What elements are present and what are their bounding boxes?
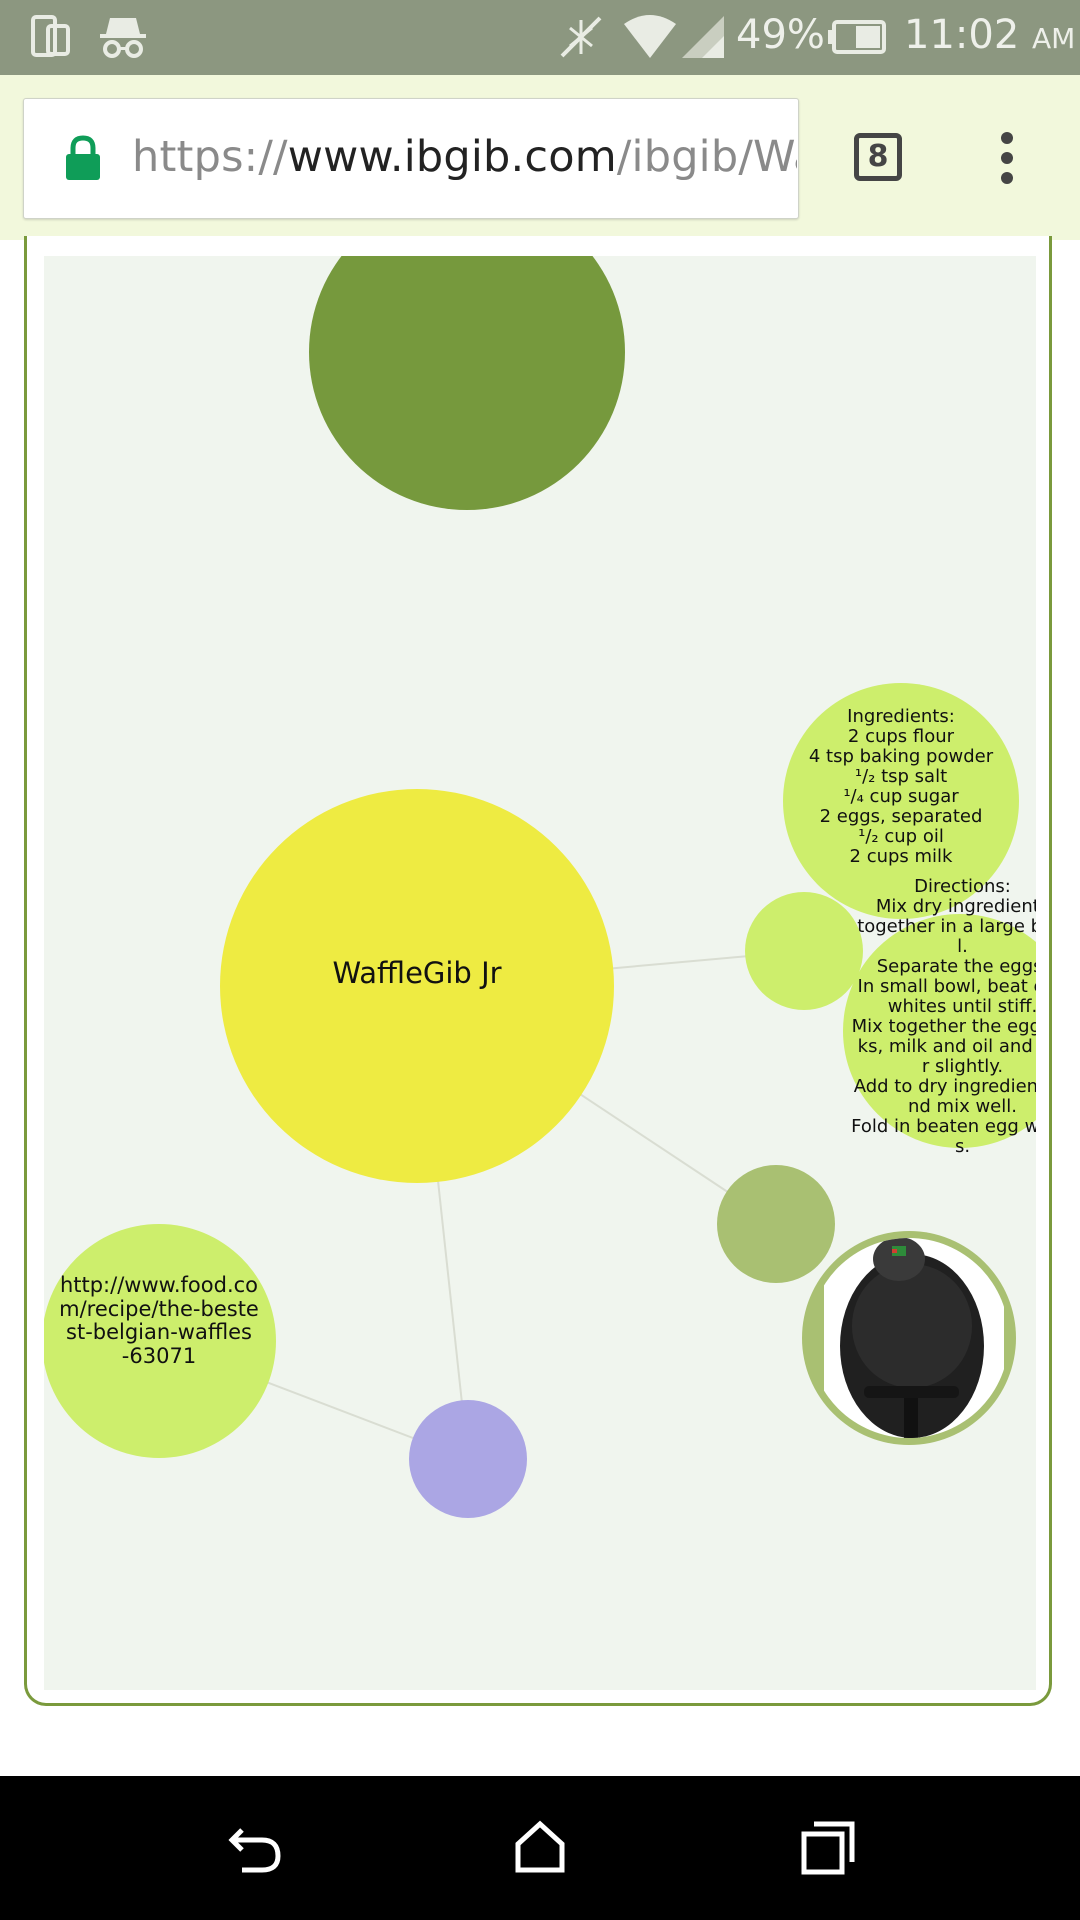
ingredients-line: ¹/₄ cup sugar xyxy=(843,786,959,807)
ingredients-line: 2 cups flour xyxy=(847,726,955,747)
recipe-link-line: -63071 xyxy=(121,1343,197,1368)
status-bar: 49% 11:02 AM xyxy=(0,0,1080,75)
recipe-link-line: st-belgian-waffles xyxy=(66,1320,252,1344)
clock: 11:02 AM xyxy=(904,12,1075,58)
ingredients-line: 2 cups milk xyxy=(849,846,953,867)
directions-line: Mix dry ingredients xyxy=(875,896,1036,917)
waffle-maker-image[interactable] xyxy=(824,1226,1004,1456)
url-node[interactable] xyxy=(44,1224,276,1458)
directions-line: Mix together the egg yol xyxy=(851,1016,1036,1037)
directions-node[interactable] xyxy=(843,914,1036,1148)
directions-line: Add to dry ingredients a xyxy=(853,1076,1036,1097)
overflow-menu-icon[interactable] xyxy=(1000,132,1014,184)
ingredients-line: Ingredients: xyxy=(847,706,955,727)
screen-cast-icon xyxy=(30,14,74,65)
nfc-off-icon xyxy=(556,14,606,65)
battery-icon xyxy=(828,14,888,65)
directions-text: Directions: Mix dry ingredients together i… xyxy=(850,877,1036,1157)
ingredients-node[interactable] xyxy=(783,683,1019,919)
ingredients-line: 4 tsp baking powder xyxy=(808,746,994,767)
address-bar[interactable]: https://www.ibgib.com/ibgib/Waffle xyxy=(23,98,799,219)
top-node[interactable] xyxy=(309,256,625,510)
directions-line: Fold in beaten egg white xyxy=(851,1116,1036,1137)
directions-line: whites until stiff. xyxy=(887,996,1036,1017)
ingredients-line: ¹/₂ tsp salt xyxy=(854,766,948,787)
url-domain: www.ibgib.com xyxy=(287,132,617,182)
url-text[interactable]: https://www.ibgib.com/ibgib/Waffle xyxy=(132,132,797,182)
graph-svg xyxy=(44,256,1036,1518)
browser-toolbar: https://www.ibgib.com/ibgib/Waffle 8 xyxy=(0,75,1080,240)
directions-line: l. xyxy=(957,936,968,957)
root-node[interactable] xyxy=(220,789,614,1183)
incognito-icon xyxy=(98,14,148,65)
clock-ampm: AM xyxy=(1032,22,1076,55)
recipe-link-line: m/recipe/the-beste xyxy=(59,1296,259,1321)
directions-line: ks, milk and oil and stir xyxy=(857,1036,1036,1057)
url-path: /ibgib/Waffle xyxy=(616,132,797,182)
ingredients-line: ¹/₂ cup oil xyxy=(858,826,944,847)
wifi-icon xyxy=(622,14,678,65)
lock-icon xyxy=(64,135,102,186)
home-icon[interactable] xyxy=(514,1820,566,1881)
back-icon[interactable] xyxy=(228,1820,284,1881)
directions-line: Directions: xyxy=(914,876,1011,897)
ibgib-node-small[interactable] xyxy=(745,892,863,1010)
clock-time: 11:02 xyxy=(904,12,1020,58)
directions-line: Separate the eggs. xyxy=(876,956,1036,977)
ibgib-node-purple[interactable] xyxy=(409,1400,527,1518)
directions-line: s. xyxy=(954,1136,971,1157)
battery-percent: 49% xyxy=(736,12,825,58)
signal-icon xyxy=(680,14,726,65)
recipe-link-line: http://www.food.co xyxy=(59,1273,259,1297)
url-scheme: https:// xyxy=(132,132,288,182)
directions-line: In small bowl, beat egg xyxy=(857,976,1036,997)
directions-line: r slightly. xyxy=(921,1056,1004,1077)
ingredients-line: 2 eggs, separated xyxy=(819,806,983,827)
recipe-link-text[interactable]: http://www.food.co m/recipe/the-beste st-b… xyxy=(44,1273,279,1368)
tab-switcher-button[interactable]: 8 xyxy=(854,133,902,181)
ibgib-graph-canvas[interactable]: WaffleGib Jr Ingredients: 2 cups flour 4 t… xyxy=(44,256,1036,1690)
recents-icon[interactable] xyxy=(800,1820,856,1881)
ibgib-node-olive[interactable] xyxy=(717,1165,835,1283)
ingredients-text: Ingredients: 2 cups flour 4 tsp baking pow… xyxy=(791,707,1011,867)
directions-line: nd mix well. xyxy=(908,1096,1017,1117)
android-nav-bar xyxy=(0,1776,1080,1920)
directions-line: together in a large bow xyxy=(857,916,1036,937)
root-node-label: WaffleGib Jr xyxy=(332,956,502,990)
